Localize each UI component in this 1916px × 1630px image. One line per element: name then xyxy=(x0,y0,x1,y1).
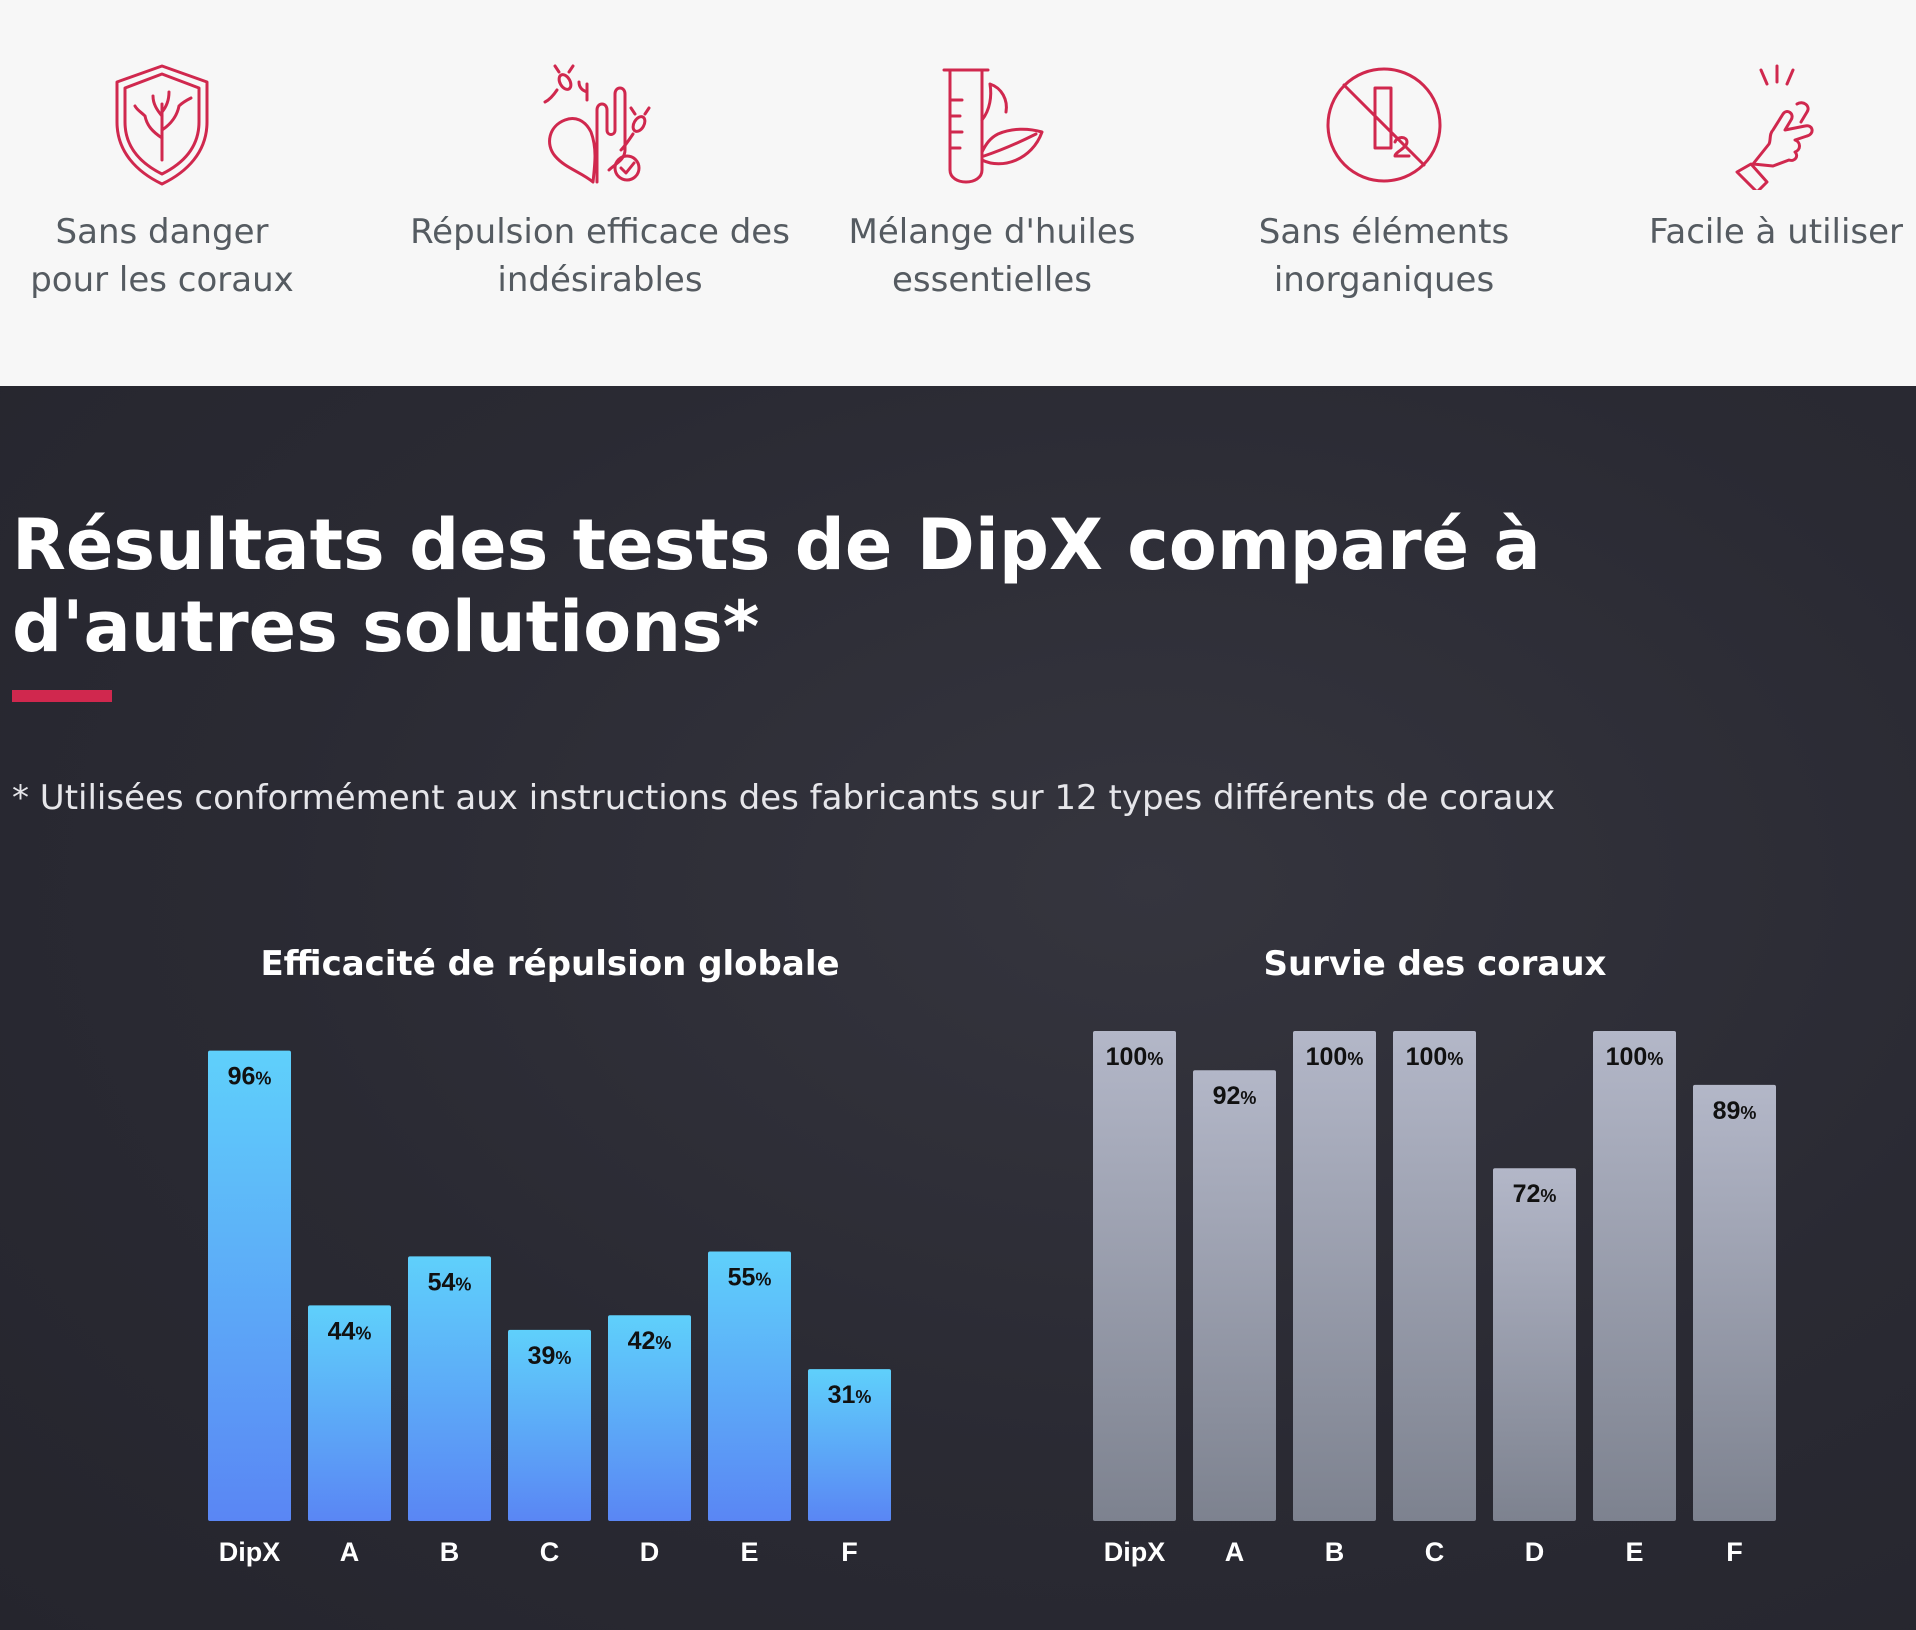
feature-label: Sans danger pour les coraux xyxy=(30,212,294,300)
coral-shield-icon xyxy=(115,64,209,186)
category-label: DipX xyxy=(1104,1537,1166,1567)
tap-hand-icon xyxy=(1735,64,1814,190)
section-title: Résultats des tests de DipX comparé à d'… xyxy=(12,504,1541,668)
section-note: * Utilisées conformément aux instruction… xyxy=(12,778,1556,818)
category-label: E xyxy=(740,1537,758,1567)
category-label: F xyxy=(841,1537,858,1567)
feature-easy-use: Facile à utiliser xyxy=(1556,60,1916,256)
bar-dipx xyxy=(1093,1031,1176,1521)
category-label: D xyxy=(640,1537,660,1567)
bar-a xyxy=(1193,1070,1276,1521)
results-section: Résultats des tests de DipX comparé à d'… xyxy=(0,386,1916,1630)
category-label: D xyxy=(1525,1537,1545,1567)
bar-e xyxy=(708,1251,791,1521)
chart-title-survival: Survie des coraux xyxy=(1263,944,1607,984)
feature-no-inorganic: Sans éléments inorganiques xyxy=(1164,60,1604,304)
data-label: 100% xyxy=(1306,1043,1364,1071)
feature-coral-safe: Sans danger pour les coraux xyxy=(0,60,382,304)
category-label: A xyxy=(340,1537,360,1567)
category-label: E xyxy=(1625,1537,1643,1567)
bar-e xyxy=(1593,1031,1676,1521)
feature-repulsion: Répulsion efficace des indésirables xyxy=(380,60,820,304)
bar-b xyxy=(408,1256,491,1521)
bar-b xyxy=(1293,1031,1376,1521)
feature-essential-oils: Mélange d'huiles essentielles xyxy=(772,60,1212,304)
bar-f xyxy=(1693,1084,1776,1521)
bar-c xyxy=(1393,1031,1476,1521)
no-inorganic-icon xyxy=(1326,67,1442,183)
category-label: C xyxy=(540,1537,560,1567)
features-section: Sans danger pour les coraux Répulsion ef… xyxy=(0,0,1916,386)
bar-c xyxy=(508,1329,591,1521)
category-label: F xyxy=(1726,1537,1743,1567)
bar-dipx xyxy=(208,1050,291,1521)
category-label: B xyxy=(1325,1537,1345,1567)
feature-label: Facile à utiliser xyxy=(1648,212,1904,252)
bar-d xyxy=(1493,1168,1576,1521)
chart-title-repulsion: Efficacité de répulsion globale xyxy=(260,944,840,984)
category-label: A xyxy=(1225,1537,1245,1567)
category-label: B xyxy=(440,1537,460,1567)
feature-label: Mélange d'huiles essentielles xyxy=(848,212,1136,300)
title-underline xyxy=(12,690,112,702)
category-label: DipX xyxy=(219,1537,281,1567)
feature-label: Répulsion efficace des indésirables xyxy=(410,212,790,300)
coral-pests-icon xyxy=(543,64,651,184)
test-tube-leaf-icon xyxy=(942,68,1044,184)
data-label: 96% xyxy=(228,1063,272,1091)
bar-a xyxy=(308,1305,391,1521)
category-label: C xyxy=(1425,1537,1445,1567)
bar-f xyxy=(808,1369,891,1521)
bar-d xyxy=(608,1315,691,1521)
feature-label: Sans éléments inorganiques xyxy=(1258,212,1510,300)
